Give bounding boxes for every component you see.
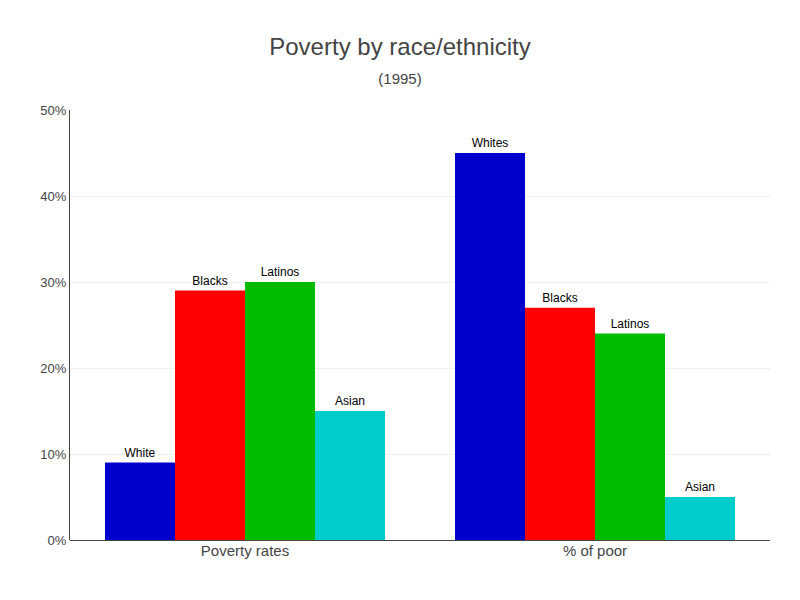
svg-text:50%: 50% [40, 103, 66, 118]
svg-text:0%: 0% [48, 533, 67, 548]
svg-text:Blacks: Blacks [542, 291, 577, 305]
svg-text:Latinos: Latinos [611, 317, 650, 331]
svg-text:% of poor: % of poor [563, 542, 627, 559]
svg-text:30%: 30% [40, 275, 66, 290]
svg-text:White: White [125, 446, 156, 460]
svg-text:Poverty rates: Poverty rates [201, 542, 289, 559]
svg-text:10%: 10% [40, 447, 66, 462]
svg-text:Latinos: Latinos [261, 265, 300, 279]
svg-text:(1995): (1995) [378, 70, 421, 87]
svg-text:40%: 40% [40, 189, 66, 204]
svg-text:Asian: Asian [335, 394, 365, 408]
svg-text:Poverty by race/ethnicity: Poverty by race/ethnicity [269, 33, 530, 60]
svg-text:20%: 20% [40, 361, 66, 376]
svg-text:Asian: Asian [685, 480, 715, 494]
svg-text:Whites: Whites [472, 136, 509, 150]
svg-text:Blacks: Blacks [192, 274, 227, 288]
